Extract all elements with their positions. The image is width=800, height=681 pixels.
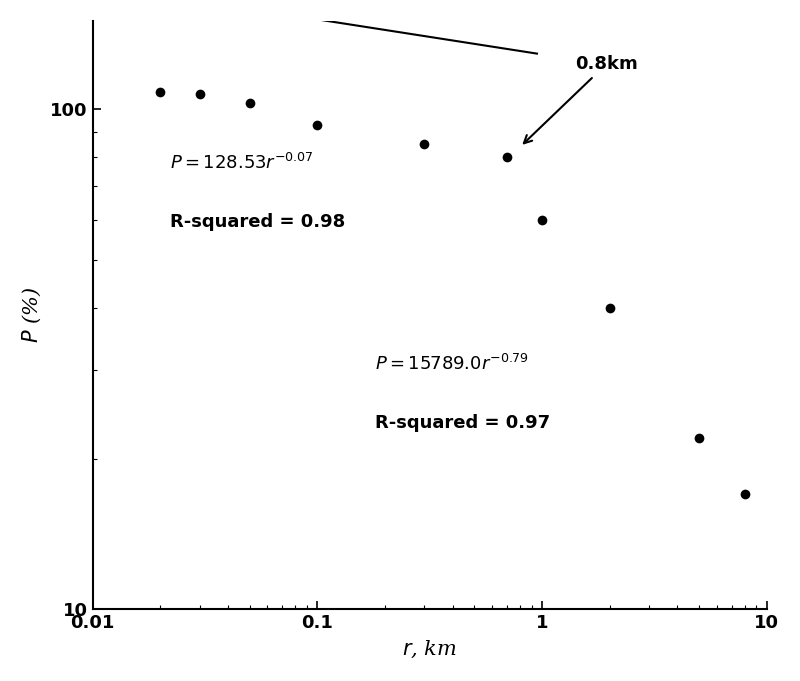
Y-axis label: $P$ (%): $P$ (%) <box>21 287 43 343</box>
Text: $P = 128.53r^{-0.07}$: $P = 128.53r^{-0.07}$ <box>170 153 314 172</box>
Text: 0.8km: 0.8km <box>524 55 638 143</box>
Text: R-squared = 0.97: R-squared = 0.97 <box>374 414 550 432</box>
Text: R-squared = 0.98: R-squared = 0.98 <box>170 213 345 232</box>
Text: $P = 15789.0r^{-0.79}$: $P = 15789.0r^{-0.79}$ <box>374 354 528 375</box>
X-axis label: $r$, km: $r$, km <box>402 639 457 660</box>
